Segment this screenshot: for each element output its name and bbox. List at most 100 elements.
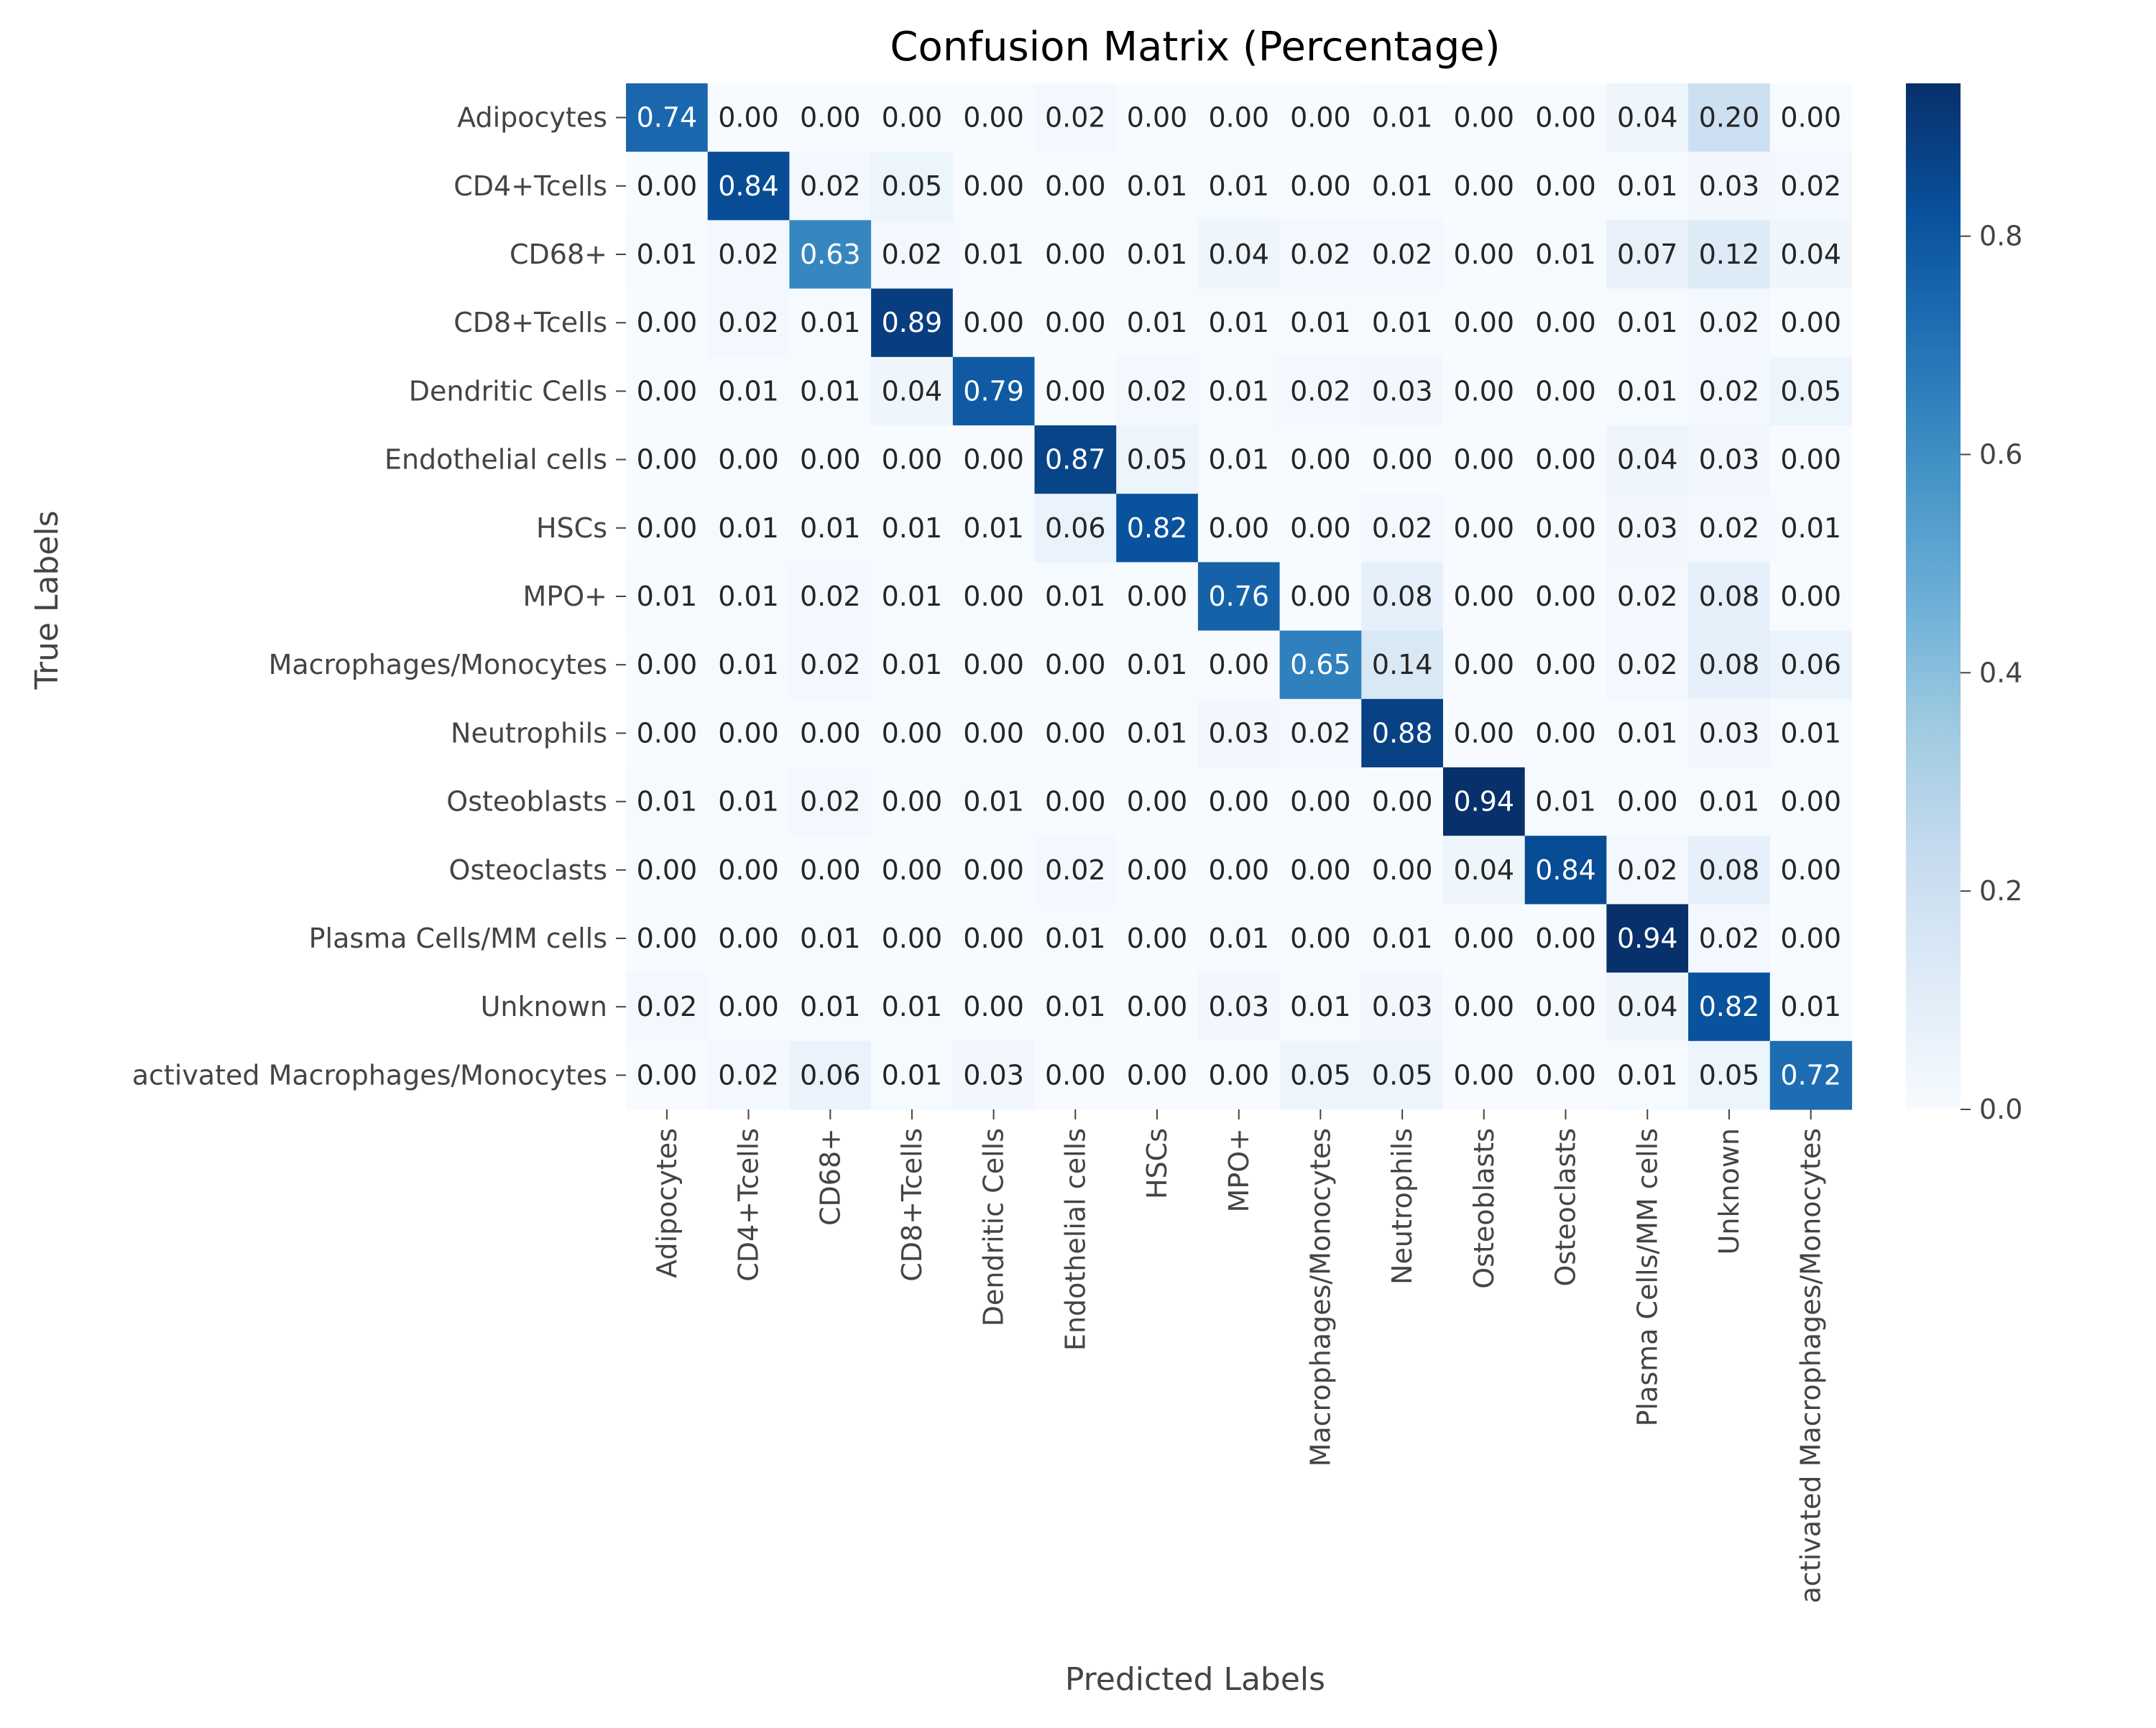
cell-value-label: 0.02 — [1699, 923, 1760, 954]
y-tick-label: Endothelial cells — [384, 444, 607, 476]
heatmap-cell — [1361, 220, 1444, 290]
cell-value-label: 0.00 — [1780, 923, 1841, 954]
cell-value-label: 0.01 — [963, 786, 1024, 818]
heatmap-cell — [1116, 698, 1199, 768]
cell-value-label: 0.04 — [1617, 991, 1678, 1022]
heatmap-cell — [952, 425, 1036, 494]
cell-value-label: 0.14 — [1372, 649, 1433, 680]
cell-value-label: 0.06 — [800, 1059, 861, 1091]
heatmap-cell — [1197, 904, 1281, 974]
cell-value-label: 0.00 — [1127, 581, 1188, 612]
heatmap-cell — [1279, 904, 1362, 974]
chart-title: Confusion Matrix (Percentage) — [890, 24, 1500, 70]
heatmap-cell — [1688, 836, 1771, 905]
heatmap-cell — [789, 904, 872, 974]
heatmap-cell — [1688, 152, 1771, 221]
heatmap-cell — [789, 83, 872, 152]
heatmap-cell — [952, 972, 1036, 1042]
cell-value-label: 0.00 — [1045, 786, 1106, 818]
heatmap-cell — [1606, 356, 1689, 426]
y-axis: Adipocytes CD4+Tcells CD68+ CD8+Tcells Dendr… — [132, 102, 626, 1091]
heatmap-cell — [871, 562, 954, 632]
colorbar-tick-label: 0.4 — [1979, 657, 2022, 688]
y-tick-label: Osteoclasts — [449, 854, 607, 886]
heatmap-cell — [1443, 83, 1526, 152]
heatmap-cell — [626, 83, 709, 152]
cell-value-label: 0.01 — [1372, 307, 1433, 338]
cell-value-label: 0.01 — [1780, 991, 1841, 1022]
heatmap-cell — [1524, 220, 1607, 290]
cell-value-label: 0.03 — [1617, 512, 1678, 544]
cell-value-label: 0.01 — [1208, 444, 1269, 476]
y-tick-label: Macrophages/Monocytes — [269, 649, 607, 680]
cell-value-label: 0.00 — [1453, 307, 1514, 338]
cell-value-label: 0.02 — [1290, 239, 1351, 270]
heatmap-cell — [707, 425, 790, 494]
cell-value-label: 0.01 — [800, 991, 861, 1022]
cell-value-label: 0.07 — [1617, 239, 1678, 270]
heatmap-cell — [871, 767, 954, 836]
heatmap-cell — [1688, 220, 1771, 290]
cell-value-label: 0.00 — [963, 854, 1024, 886]
heatmap-cell — [707, 152, 790, 221]
cell-value-label: 0.01 — [1290, 307, 1351, 338]
cell-value-label: 0.00 — [1208, 786, 1269, 818]
heatmap-cell — [1279, 494, 1362, 563]
cell-value-label: 0.00 — [1453, 923, 1514, 954]
heatmap-cell — [952, 220, 1036, 290]
x-axis-label: Predicted Labels — [1065, 1661, 1325, 1698]
cell-value-label: 0.01 — [882, 581, 943, 612]
cell-value-label: 0.02 — [1699, 307, 1760, 338]
cell-value-label: 0.00 — [1535, 923, 1596, 954]
cell-value-label: 0.00 — [1045, 375, 1106, 407]
cell-value-label: 0.05 — [1699, 1059, 1760, 1091]
heatmap-cell — [789, 356, 872, 426]
heatmap-cell — [871, 904, 954, 974]
heatmap-cell — [1116, 83, 1199, 152]
colorbar — [1906, 83, 1961, 1109]
heatmap-cell — [789, 562, 872, 632]
x-tick-label: CD68+ — [814, 1128, 846, 1226]
heatmap-cell — [1197, 425, 1281, 494]
cell-value-label: 0.00 — [1453, 512, 1514, 544]
cell-value-label: 0.00 — [882, 786, 943, 818]
heatmap-cell — [1279, 972, 1362, 1042]
cell-value-label: 0.01 — [1535, 239, 1596, 270]
cell-value-label: 0.01 — [1617, 717, 1678, 749]
cell-value-label: 0.01 — [882, 512, 943, 544]
heatmap-cell — [952, 767, 1036, 836]
heatmap-cell — [1769, 83, 1853, 152]
cell-value-label: 0.00 — [718, 444, 779, 476]
heatmap-cell — [1443, 767, 1526, 836]
heatmap-cell — [626, 356, 709, 426]
cell-value-label: 0.01 — [718, 512, 779, 544]
heatmap-cell — [707, 767, 790, 836]
heatmap-cell — [1116, 152, 1199, 221]
cell-value-label: 0.82 — [1699, 991, 1760, 1022]
heatmap-cell — [707, 836, 790, 905]
heatmap-cell — [1443, 220, 1526, 290]
heatmap-cell — [707, 562, 790, 632]
cell-value-label: 0.01 — [1208, 375, 1269, 407]
heatmap-cell — [1769, 630, 1853, 700]
cell-value-label: 0.00 — [963, 444, 1024, 476]
cell-value-label: 0.08 — [1372, 581, 1433, 612]
cell-value-label: 0.00 — [718, 717, 779, 749]
heatmap-cell — [626, 698, 709, 768]
heatmap-cell — [1769, 288, 1853, 358]
cell-value-label: 0.00 — [963, 923, 1024, 954]
heatmap-cell — [1034, 288, 1117, 358]
x-tick-label: Adipocytes — [651, 1128, 683, 1278]
cell-value-label: 0.00 — [963, 649, 1024, 680]
heatmap-cell — [1443, 972, 1526, 1042]
heatmap-cell — [1197, 836, 1281, 905]
cell-value-label: 0.06 — [1780, 649, 1841, 680]
cell-value-label: 0.01 — [718, 375, 779, 407]
cell-value-label: 0.00 — [1535, 512, 1596, 544]
cell-value-label: 0.00 — [1290, 786, 1351, 818]
cell-value-label: 0.03 — [1372, 375, 1433, 407]
heatmap-cell — [1688, 356, 1771, 426]
heatmap-cell — [871, 630, 954, 700]
cell-value-label: 0.00 — [637, 375, 698, 407]
